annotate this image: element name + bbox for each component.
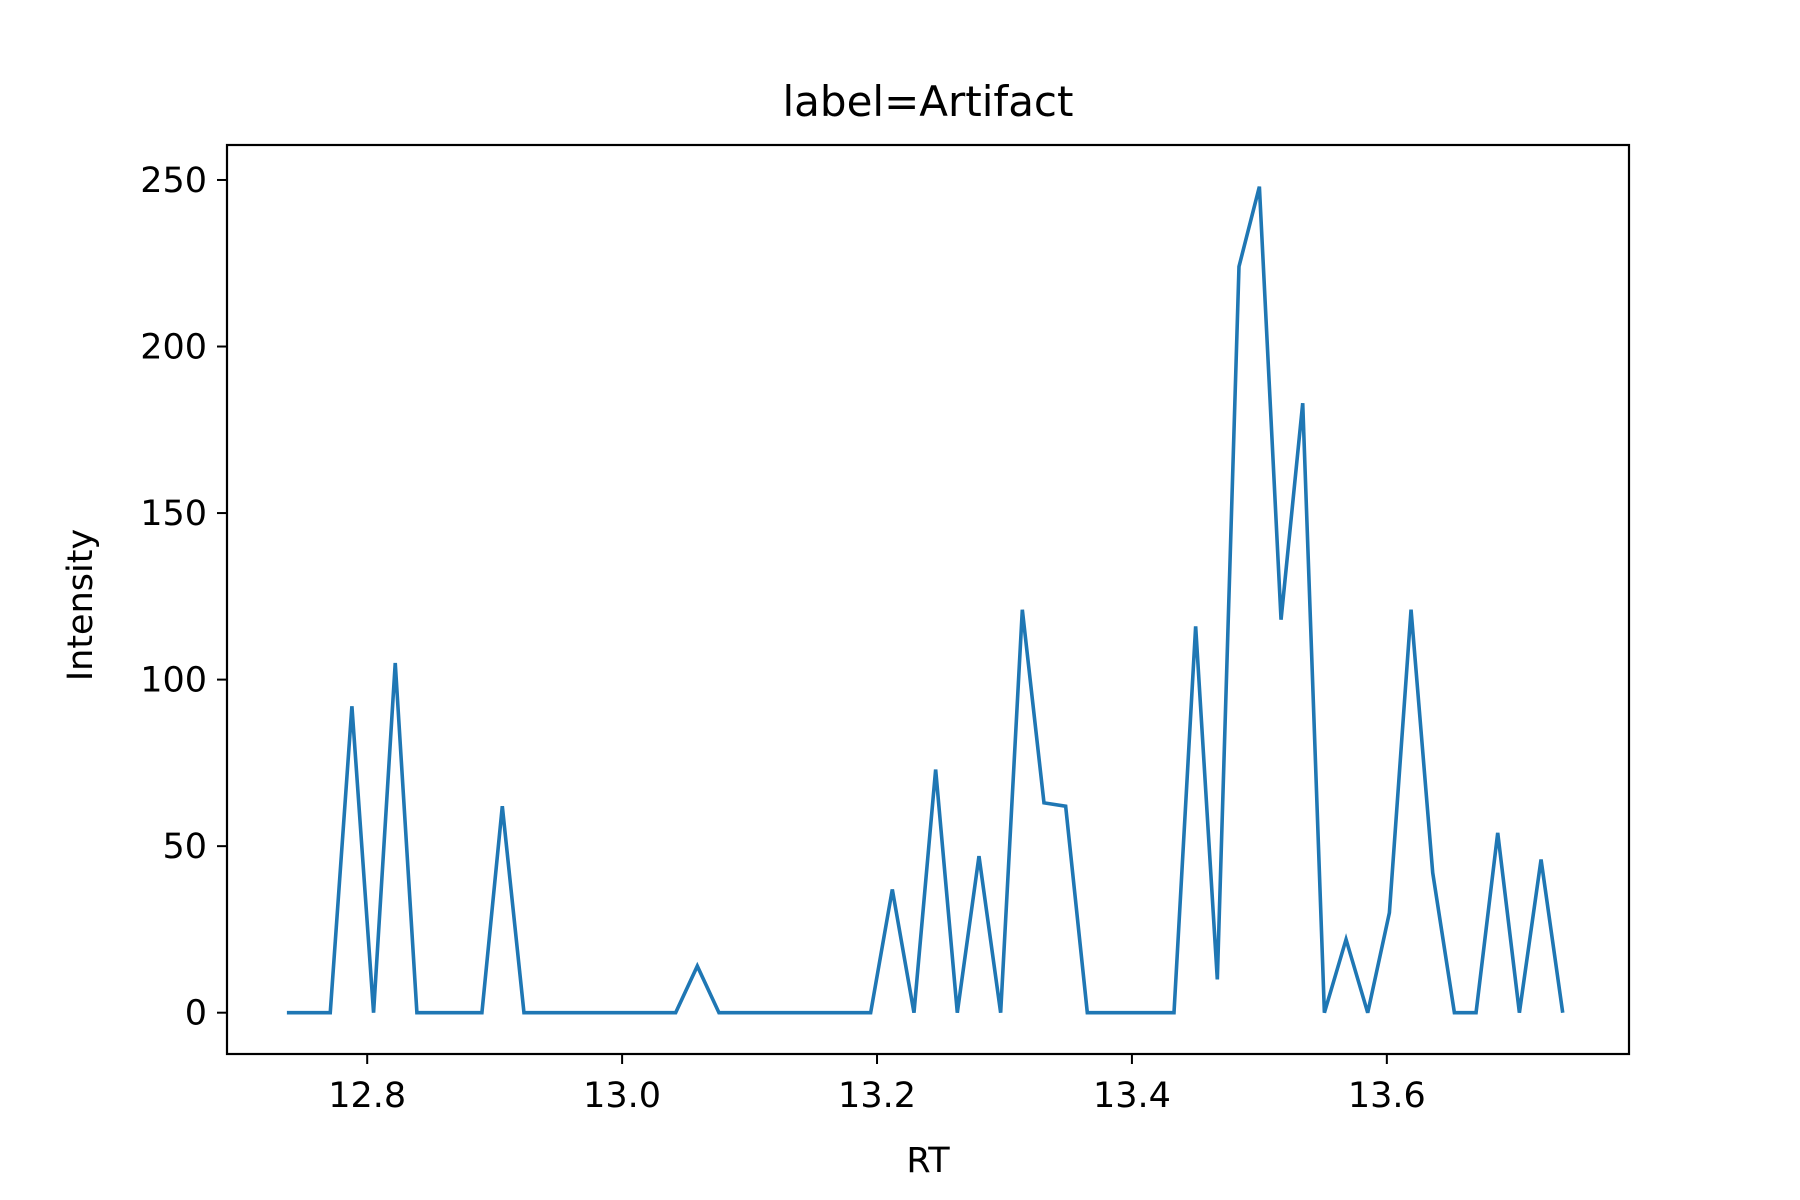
series-line-1 [286,186,1565,1015]
x-tick-label: 13.2 [838,1076,916,1116]
y-tick-label: 200 [140,328,207,368]
y-tick-label: 250 [140,161,207,201]
y-tick-label: 150 [140,494,207,534]
y-axis-label: Intensity [61,529,101,681]
y-tick-label: 100 [140,661,207,701]
x-tick-label: 13.0 [583,1076,661,1116]
x-tick-label: 12.8 [328,1076,406,1116]
y-tick-label: 50 [162,827,207,867]
x-axis-ticks: 12.8 13.0 13.2 13.4 13.6 [328,1054,1426,1116]
chart-title: label=Artifact [783,77,1074,126]
x-tick-label: 13.6 [1348,1076,1426,1116]
plot-area [286,186,1565,1015]
x-axis-label: RT [906,1141,950,1181]
x-tick-label: 13.4 [1093,1076,1171,1116]
y-tick-label: 0 [185,994,207,1034]
y-axis-ticks: 0 50 100 150 200 250 [140,161,227,1034]
plot-frame [225,143,1631,1056]
